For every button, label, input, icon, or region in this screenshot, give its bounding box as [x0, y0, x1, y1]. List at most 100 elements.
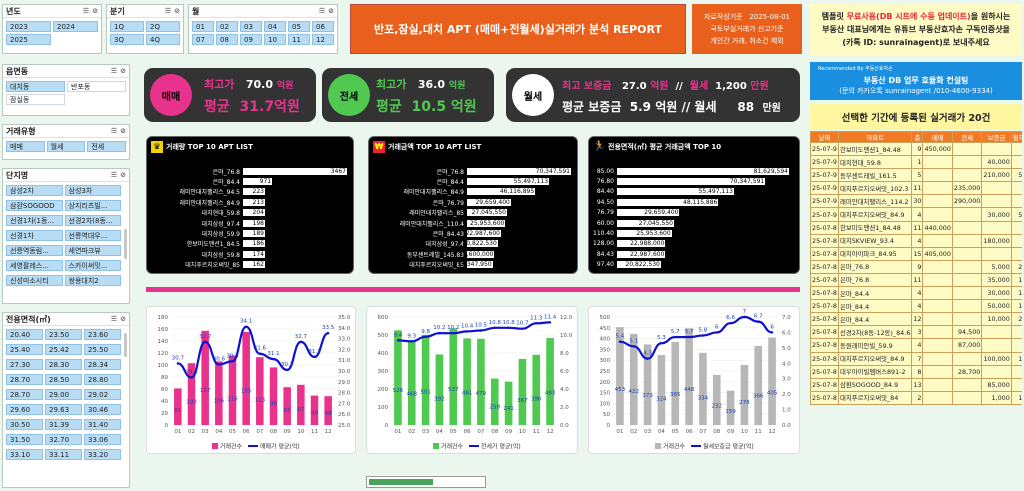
deal-type-jeonse[interactable]: 전세 — [87, 141, 126, 152]
complex-item[interactable]: 신성미소시티 — [6, 275, 63, 286]
multi-select-icon[interactable]: ☰ — [164, 7, 172, 15]
month-09[interactable]: 09 — [240, 34, 262, 45]
area-item[interactable]: 20.40 — [6, 329, 43, 340]
multi-select-icon[interactable]: ☰ — [110, 67, 118, 75]
area-item[interactable]: 29.02 — [84, 389, 121, 400]
area-item[interactable]: 28.30 — [45, 359, 82, 370]
area-item[interactable]: 25.42 — [45, 344, 82, 355]
complex-item[interactable]: 선경2차(8동... — [64, 215, 121, 226]
complex-item[interactable]: 쌍용대치2 — [64, 275, 121, 286]
area-item[interactable]: 33.11 — [45, 449, 82, 460]
month-03[interactable]: 03 — [240, 21, 262, 32]
complex-item[interactable]: 삼성2차 — [6, 185, 63, 196]
scrollbar[interactable] — [124, 333, 127, 357]
month-07[interactable]: 07 — [192, 34, 214, 45]
deal-type-monthly[interactable]: 월세 — [46, 141, 86, 152]
month-05[interactable]: 05 — [288, 21, 310, 32]
month-08[interactable]: 08 — [216, 34, 238, 45]
area-item[interactable]: 25.40 — [6, 344, 43, 355]
complex-item[interactable]: 선릉역동림... — [6, 245, 63, 256]
month-02[interactable]: 02 — [216, 21, 238, 32]
complex-item[interactable]: 선경1차 — [6, 230, 63, 241]
multi-select-icon[interactable]: ☰ — [110, 315, 118, 323]
quarter-3q[interactable]: 3Q — [110, 34, 144, 45]
clear-filter-icon[interactable]: ⊘ — [328, 7, 334, 15]
scrollbar[interactable] — [124, 229, 127, 259]
area-item[interactable]: 30.50 — [6, 419, 43, 430]
table-row[interactable]: 25-07-8은마_84.44 30,000163 — [810, 286, 1022, 301]
area-item[interactable]: 23.60 — [84, 329, 121, 340]
district-jamsil[interactable]: 잠실동 — [6, 94, 65, 105]
table-row[interactable]: 25-07-8은마_76.811 35,000112 — [810, 272, 1022, 288]
horizontal-scrollbar[interactable] — [366, 476, 486, 488]
complex-item[interactable]: 세연파크뷰 — [64, 245, 121, 256]
area-item[interactable]: 29.00 — [45, 389, 82, 400]
district-daechi[interactable]: 대치동 — [6, 81, 65, 92]
table-row[interactable]: 25-07-8 대치아이파크_84.95 15 405,000 — [810, 246, 1022, 261]
multi-select-icon[interactable]: ☰ — [318, 7, 326, 15]
quarter-4q[interactable]: 4Q — [146, 34, 180, 45]
deal-type-sale[interactable]: 매매 — [6, 141, 45, 152]
area-item[interactable]: 28.80 — [84, 374, 121, 385]
area-item[interactable]: 30.46 — [84, 404, 121, 415]
multi-select-icon[interactable]: ☰ — [110, 127, 118, 135]
area-item[interactable]: 29.60 — [6, 404, 43, 415]
month-06[interactable]: 06 — [312, 21, 334, 32]
clear-filter-icon[interactable]: ⊘ — [120, 127, 126, 135]
clear-filter-icon[interactable]: ⊘ — [120, 67, 126, 75]
district-banpo[interactable]: 반포동 — [67, 81, 126, 92]
month-10[interactable]: 10 — [264, 34, 286, 45]
month-12[interactable]: 12 — [312, 34, 334, 45]
complex-item[interactable]: 세영팔레스... — [6, 260, 63, 271]
area-item[interactable]: 32.70 — [45, 434, 82, 445]
clear-filter-icon[interactable]: ⊘ — [120, 171, 126, 179]
complex-item[interactable]: 선경1차(1동... — [6, 215, 63, 226]
clear-filter-icon[interactable]: ⊘ — [174, 7, 180, 15]
clear-filter-icon[interactable]: ⊘ — [92, 7, 98, 15]
table-row[interactable]: 25-07-8은마_84.44 50,000130 — [810, 299, 1022, 314]
area-item[interactable]: 27.30 — [6, 359, 43, 370]
area-item[interactable]: 28.50 — [45, 374, 82, 385]
table-row[interactable]: 25-07-8은마_76.89 5,000221 — [810, 259, 1022, 274]
area-item[interactable]: 28.70 — [6, 374, 43, 385]
year-2025[interactable]: 2025 — [6, 34, 51, 45]
table-row[interactable]: 25-07-8은마_84.412 10,000230 — [810, 312, 1022, 327]
month-04[interactable]: 04 — [264, 21, 286, 32]
multi-select-icon[interactable]: ☰ — [82, 7, 90, 15]
clear-filter-icon[interactable]: ⊘ — [120, 315, 126, 323]
year-2023[interactable]: 2023 — [6, 21, 51, 32]
month-11[interactable]: 11 — [288, 34, 310, 45]
area-item[interactable]: 33.20 — [84, 449, 121, 460]
area-item[interactable]: 33.10 — [6, 449, 43, 460]
area-item[interactable]: 31.50 — [6, 434, 43, 445]
area-item[interactable]: 31.40 — [84, 419, 121, 430]
year-2024[interactable]: 2024 — [53, 21, 98, 32]
quarter-2q[interactable]: 2Q — [146, 21, 180, 32]
area-item[interactable]: 25.50 — [84, 344, 121, 355]
complex-item[interactable]: 삼성3차 — [64, 185, 121, 196]
quarter-1q[interactable]: 1Q — [110, 21, 144, 32]
area-item[interactable]: 28.34 — [84, 359, 121, 370]
area-item[interactable]: 33.06 — [84, 434, 121, 445]
complex-item[interactable]: 선릉역대우... — [64, 230, 121, 241]
month-01[interactable]: 01 — [192, 21, 214, 32]
table-row[interactable]: 25-07-8 한보미도맨션1_84.48 11 440,000 — [810, 220, 1022, 235]
scrollbar-thumb[interactable] — [369, 479, 433, 485]
multi-select-icon[interactable]: ☰ — [110, 171, 118, 179]
complex-item[interactable]: 삼환SOGOOD — [6, 200, 63, 211]
complex-item[interactable]: 스카이써밋... — [64, 260, 121, 271]
area-item[interactable]: 31.39 — [45, 419, 82, 430]
area-item[interactable]: 28.70 — [6, 389, 43, 400]
